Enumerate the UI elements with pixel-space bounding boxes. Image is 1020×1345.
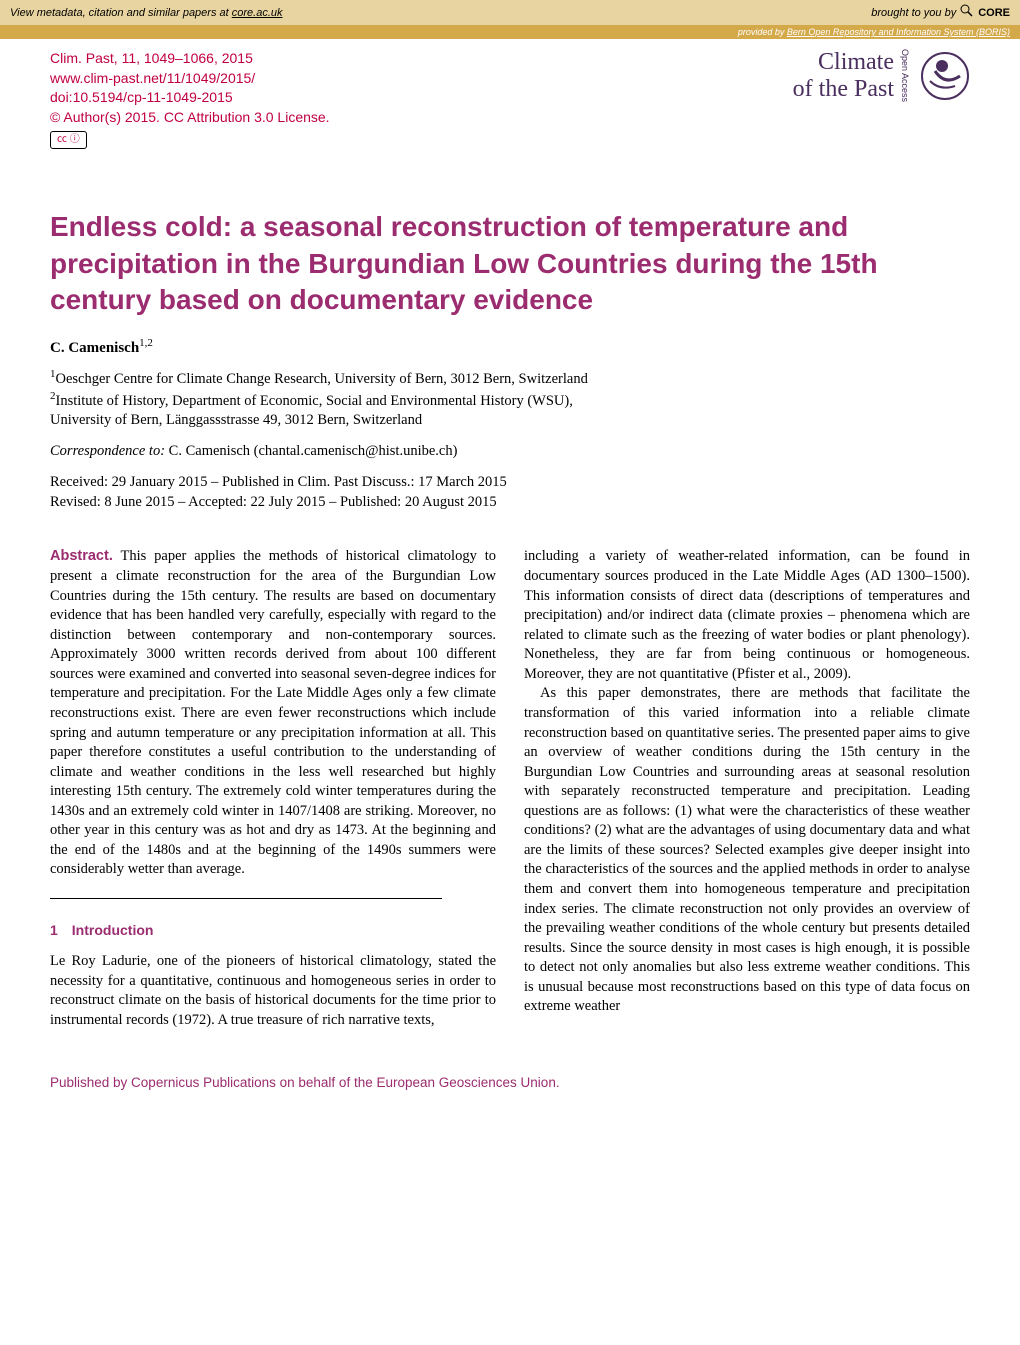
egu-logo-icon — [920, 51, 970, 101]
citation-doi: doi:10.5194/cp-11-1049-2015 — [50, 88, 330, 108]
core-link[interactable]: core.ac.uk — [232, 7, 283, 19]
left-column: Abstract. This paper applies the methods… — [50, 547, 496, 1030]
intro-p1-right: including a variety of weather-related i… — [524, 547, 970, 684]
article-content: Endless cold: a seasonal reconstruction … — [0, 149, 1020, 1060]
boris-link[interactable]: Bern Open Repository and Information Sys… — [787, 27, 1010, 37]
journal-line1: Climate — [818, 49, 894, 75]
core-search-icon — [960, 4, 974, 21]
author-line: C. Camenisch1,2 — [50, 337, 970, 357]
correspondence: Correspondence to: C. Camenisch (chantal… — [50, 443, 970, 460]
publication-dates: Received: 29 January 2015 – Published in… — [50, 472, 970, 513]
journal-line2: of the Past — [793, 76, 894, 102]
citation-url: www.clim-past.net/11/1049/2015/ — [50, 69, 330, 89]
journal-badge: Climate of the Past Open Access — [793, 49, 970, 102]
aff1-text: Oeschger Centre for Climate Change Resea… — [56, 370, 588, 386]
author-name: C. Camenisch — [50, 340, 139, 356]
banner-prefix: View metadata, citation and similar pape… — [10, 7, 232, 19]
citation-ref: Clim. Past, 11, 1049–1066, 2015 — [50, 49, 330, 69]
provided-prefix: provided by — [738, 27, 787, 37]
brought-by-text: brought to you by — [871, 7, 956, 19]
abstract-label: Abstract. — [50, 548, 113, 564]
article-title: Endless cold: a seasonal reconstruction … — [50, 209, 970, 318]
correspondence-label: Correspondence to: — [50, 443, 165, 459]
banner-left-text: View metadata, citation and similar pape… — [10, 7, 283, 19]
correspondence-text: C. Camenisch (chantal.camenisch@hist.uni… — [165, 443, 457, 459]
author-affiliation-sup: 1,2 — [139, 337, 153, 349]
section-number: 1 — [50, 922, 58, 938]
core-logo: CORE — [978, 7, 1010, 19]
journal-name: Climate of the Past — [793, 49, 894, 102]
publisher-footer: Published by Copernicus Publications on … — [0, 1060, 1020, 1105]
affiliations: 1Oeschger Centre for Climate Change Rese… — [50, 367, 970, 431]
page-header: Clim. Past, 11, 1049–1066, 2015 www.clim… — [0, 39, 1020, 149]
intro-p1-left: Le Roy Ladurie, one of the pioneers of h… — [50, 952, 496, 1030]
aff2-line2: University of Bern, Länggassstrasse 49, … — [50, 412, 422, 428]
intro-p2: As this paper demonstrates, there are me… — [524, 684, 970, 1017]
dates-line2: Revised: 8 June 2015 – Accepted: 22 July… — [50, 492, 970, 512]
metadata-banner: View metadata, citation and similar pape… — [0, 0, 1020, 25]
citation-block: Clim. Past, 11, 1049–1066, 2015 www.clim… — [50, 49, 330, 149]
right-column: including a variety of weather-related i… — [524, 547, 970, 1030]
abstract-divider — [50, 898, 442, 899]
cc-badge-icon: ㏄ ⓘ — [50, 131, 87, 149]
abstract-text: This paper applies the methods of histor… — [50, 548, 496, 877]
banner-right: brought to you by CORE — [871, 4, 1010, 21]
citation-license: © Author(s) 2015. CC Attribution 3.0 Lic… — [50, 108, 330, 128]
two-column-body: Abstract. This paper applies the methods… — [50, 547, 970, 1030]
intro-heading: 1 Introduction — [50, 921, 496, 940]
provided-by-bar: provided by Bern Open Repository and Inf… — [0, 25, 1020, 39]
section-title: Introduction — [72, 922, 154, 938]
dates-line1: Received: 29 January 2015 – Published in… — [50, 472, 970, 492]
abstract-paragraph: Abstract. This paper applies the methods… — [50, 547, 496, 880]
open-access-label: Open Access — [900, 49, 910, 102]
aff2-text: Institute of History, Department of Econ… — [56, 393, 573, 409]
